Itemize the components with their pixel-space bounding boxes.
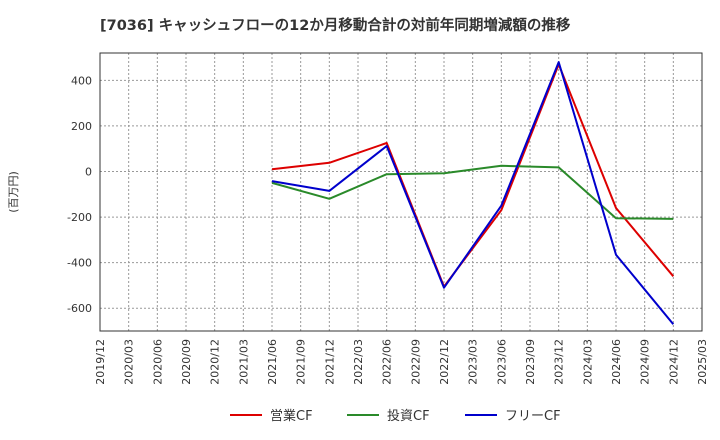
- y-tick-label: 200: [71, 120, 92, 133]
- x-tick-label: 2022/09: [409, 339, 422, 385]
- y-tick-label: -400: [67, 257, 92, 270]
- legend: 営業CF 投資CF フリーCF: [230, 408, 561, 424]
- x-tick-label: 2023/06: [495, 339, 508, 385]
- x-tick-label: 2020/09: [180, 339, 193, 385]
- x-tick-label: 2023/12: [553, 339, 566, 385]
- legend-label: 投資CF: [387, 408, 430, 424]
- series-line: [271, 61, 675, 325]
- x-tick-label: 2024/06: [610, 339, 623, 385]
- x-tick-label: 2023/09: [524, 339, 537, 385]
- y-tick-label: 0: [85, 165, 92, 178]
- x-tick-label: 2022/06: [381, 339, 394, 385]
- x-tick-label: 2021/12: [323, 339, 336, 385]
- x-tick-label: 2024/03: [581, 339, 594, 385]
- y-tick-label: 400: [71, 74, 92, 87]
- grid: [100, 53, 702, 331]
- x-tick-label: 2025/03: [696, 339, 709, 385]
- plot-frame: [99, 52, 703, 332]
- x-tick-label: 2021/09: [295, 339, 308, 385]
- chart-title: [7036] キャッシュフローの12か月移動合計の対前年同期増減額の推移: [100, 16, 571, 34]
- x-tick-label: 2024/09: [639, 339, 652, 385]
- x-tick-label: 2023/03: [467, 339, 480, 385]
- x-tick-label: 2020/12: [209, 339, 222, 385]
- y-axis-label: (百万円): [7, 171, 20, 213]
- legend-label: 営業CF: [270, 408, 313, 424]
- y-tick-label: -200: [67, 211, 92, 224]
- y-tick-label: -600: [67, 302, 92, 315]
- x-tick-label: 2020/03: [123, 339, 136, 385]
- x-tick-label: 2021/03: [237, 339, 250, 385]
- axes: 400 200 0 -200 -400 -600 2019/12 2020/03 2020/06…: [7, 52, 709, 385]
- series-line: [271, 164, 674, 220]
- x-tick-label: 2019/12: [94, 339, 107, 385]
- x-tick-label: 2021/06: [266, 339, 279, 385]
- x-tick-label: 2020/06: [151, 339, 164, 385]
- series-lines: [271, 61, 675, 325]
- x-tick-label: 2022/03: [352, 339, 365, 385]
- legend-label: フリーCF: [505, 409, 561, 424]
- x-tick-label: 2024/12: [667, 339, 680, 385]
- x-tick-label: 2022/12: [438, 339, 451, 385]
